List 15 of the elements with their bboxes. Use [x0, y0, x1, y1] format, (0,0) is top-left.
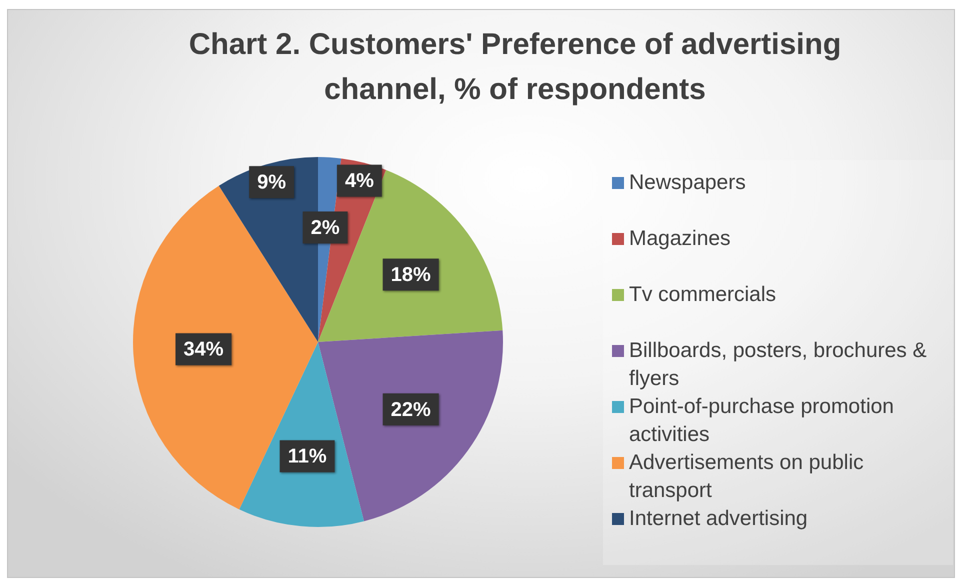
- data-label: 4%: [344, 170, 374, 192]
- legend-label: Magazines: [629, 226, 732, 252]
- data-label: 22%: [390, 398, 432, 421]
- legend-label: Point-of-purchase promotion activities: [629, 394, 895, 448]
- chart-title: Chart 2. Customers' Preference of advertising channel, % of respondents: [188, 27, 842, 108]
- data-label: 34%: [184, 338, 224, 361]
- data-label: 9%: [257, 172, 286, 194]
- data-label: 2%: [310, 217, 340, 240]
- legend-label: Internet advertising: [629, 506, 809, 532]
- legend-label: Tv commercials: [629, 282, 778, 308]
- data-label: 18%: [390, 264, 432, 286]
- data-label: 11%: [288, 446, 327, 468]
- legend-label: Advertisements on public transport: [629, 450, 865, 504]
- legend-label: Billboards, posters, brochures & flyers: [629, 338, 928, 392]
- legend-label: Newspapers: [629, 170, 747, 196]
